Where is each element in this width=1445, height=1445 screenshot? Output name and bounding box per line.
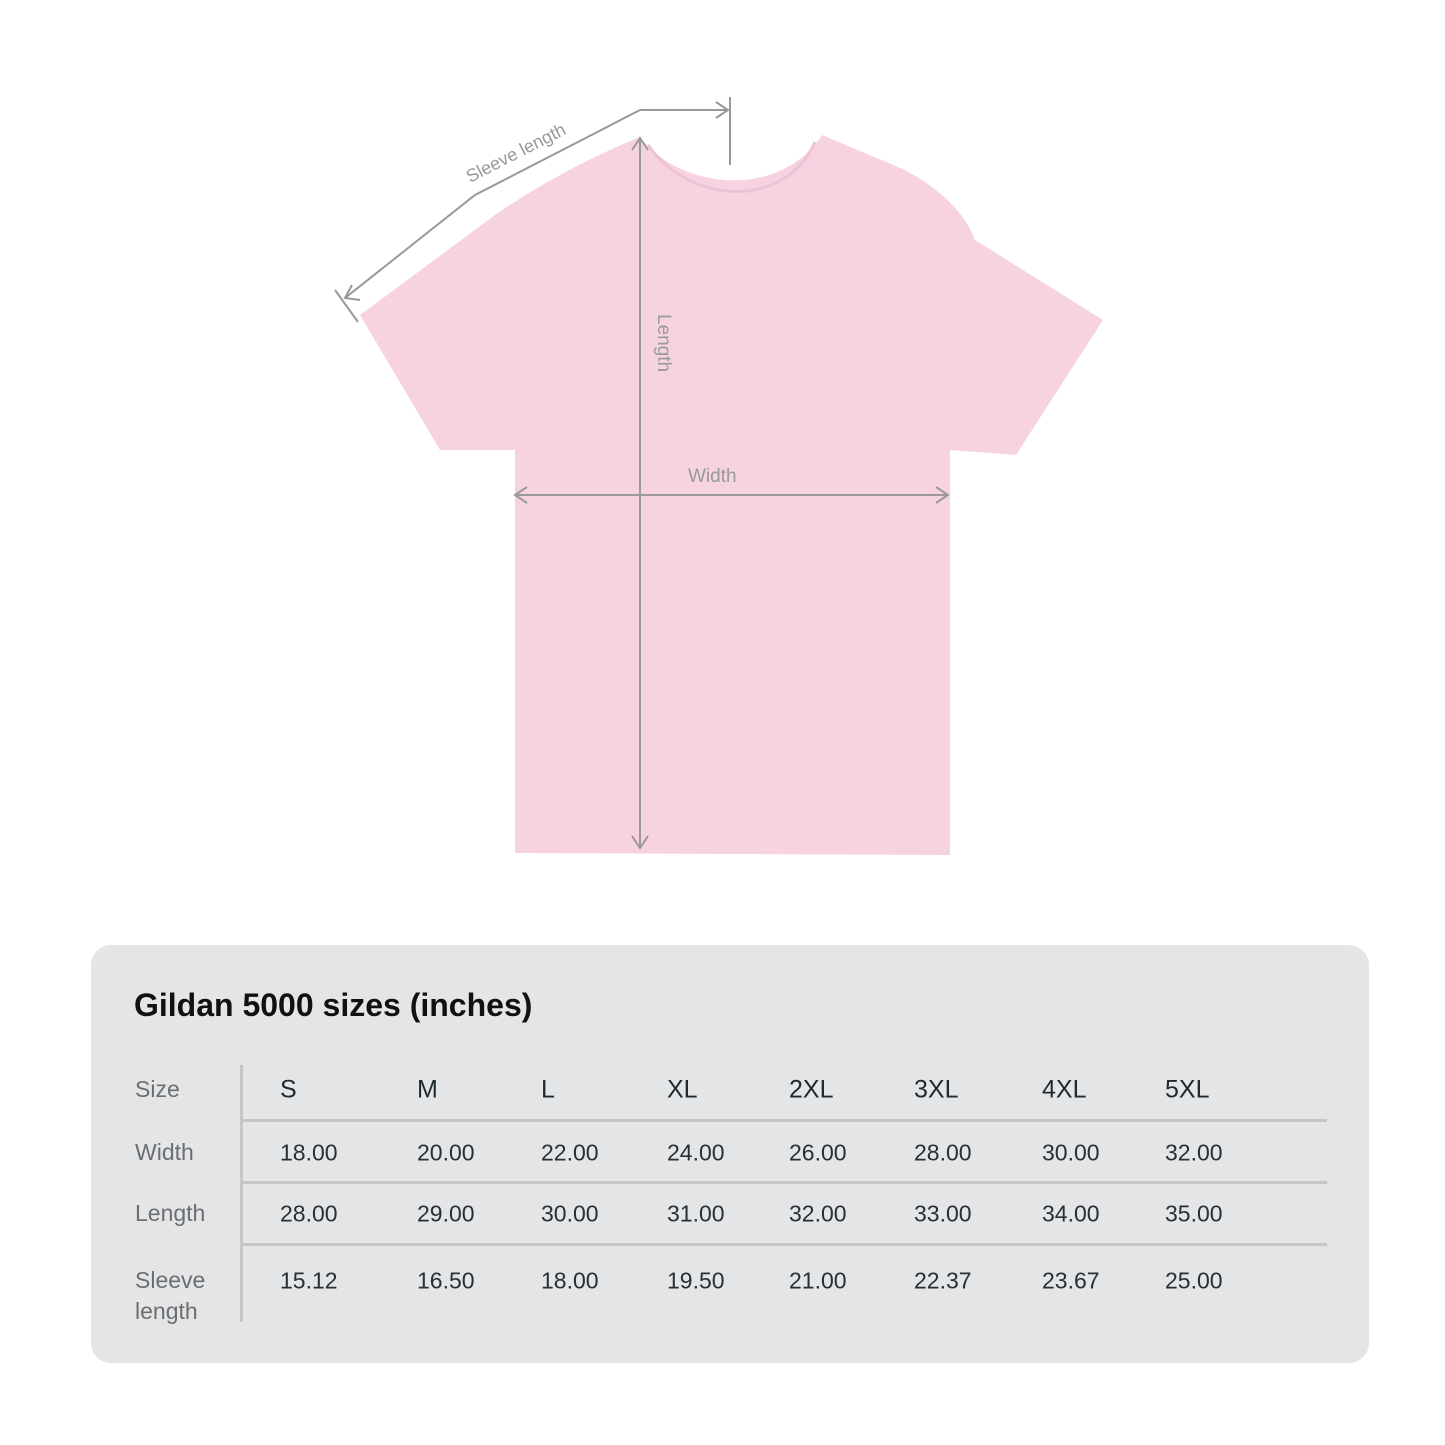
table-cell: 34.00 [1042, 1200, 1100, 1227]
table-cell: 22.37 [914, 1267, 972, 1294]
table-title: Gildan 5000 sizes (inches) [134, 987, 533, 1023]
table-cell: 35.00 [1165, 1200, 1223, 1227]
table-cell: 21.00 [789, 1267, 847, 1294]
table-cell: 28.00 [280, 1200, 338, 1227]
table-cell: 22.00 [541, 1139, 599, 1166]
row-label-width: Width [135, 1139, 194, 1165]
measure-lines [334, 97, 950, 850]
size-header-l: L [541, 1075, 555, 1104]
table-cell: 31.00 [667, 1200, 725, 1227]
table-cell: 33.00 [914, 1200, 972, 1227]
size-header-s: S [280, 1075, 297, 1104]
width-label: Width [688, 466, 737, 487]
size-header-4xl: 4XL [1042, 1075, 1087, 1104]
table-cell: 32.00 [789, 1200, 847, 1227]
row-label-sleeve-length: Sleeve length [135, 1267, 206, 1324]
table-cell: 16.50 [417, 1267, 475, 1294]
size-header-3xl: 3XL [914, 1075, 959, 1104]
table-cell: 25.00 [1165, 1267, 1223, 1294]
table-cell: 29.00 [417, 1200, 475, 1227]
table-cell: 28.00 [914, 1139, 972, 1166]
column-divider [240, 1065, 243, 1322]
table-cell: 30.00 [541, 1200, 599, 1227]
table-cell: 32.00 [1165, 1139, 1223, 1166]
table-cell: 30.00 [1042, 1139, 1100, 1166]
row-divider [241, 1181, 1327, 1184]
table-cell: 19.50 [667, 1267, 725, 1294]
table-cell: 18.00 [280, 1139, 338, 1166]
table-cell: 15.12 [280, 1267, 338, 1294]
table-cell: 18.00 [541, 1267, 599, 1294]
sleeve-length-label: Sleeve length [463, 119, 569, 186]
sleeve-measure-line [344, 109, 728, 299]
row-label-length: Length [135, 1200, 206, 1226]
table-cell: 24.00 [667, 1139, 725, 1166]
table-cell: 20.00 [417, 1139, 475, 1166]
size-table-card: Gildan 5000 sizes (inches) Size Width Le… [91, 945, 1369, 1363]
tshirt-diagram: Sleeve length Length Width [334, 97, 1103, 855]
table-cell: 26.00 [789, 1139, 847, 1166]
length-label: Length [653, 314, 674, 372]
tshirt-collar [646, 141, 817, 193]
size-header-2xl: 2XL [789, 1075, 834, 1104]
row-label-size: Size [135, 1076, 180, 1102]
row-divider [241, 1243, 1327, 1246]
size-header-xl: XL [667, 1075, 698, 1104]
size-header-m: M [417, 1075, 438, 1104]
size-header-5xl: 5XL [1165, 1075, 1210, 1104]
row-divider [241, 1119, 1327, 1122]
table-cell: 23.67 [1042, 1267, 1100, 1294]
